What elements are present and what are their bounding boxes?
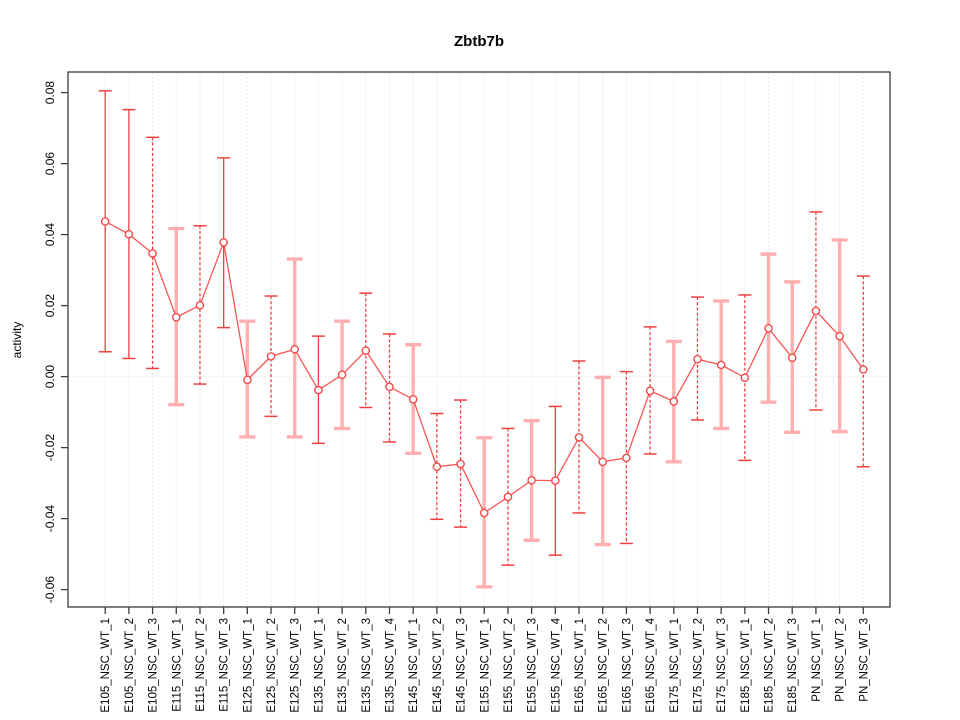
y-tick-label: 0.00 (43, 365, 57, 389)
x-tick-label: E135_NSC_WT_1 (313, 618, 325, 713)
y-tick-label: 0.02 (43, 294, 57, 318)
data-point-marker (290, 344, 300, 354)
data-point-marker (479, 508, 489, 518)
x-tick-label: E105_NSC_WT_3 (148, 618, 160, 713)
data-point-marker (574, 433, 584, 442)
x-tick-label: E175_NSC_WT_1 (669, 618, 681, 713)
data-point-marker (740, 373, 750, 382)
x-tick-label: PN_NSC_WT_2 (835, 618, 847, 702)
data-point-marker (148, 249, 157, 258)
data-point-marker (693, 354, 702, 364)
x-tick-label: PN_NSC_WT_3 (858, 618, 870, 702)
chart-area: 0.08 0.06 0.04 0.02 0.00 -0.02 -0.04 -0.06 E105_… (43, 71, 891, 713)
data-point-marker (314, 385, 323, 395)
x-tick-label: E155_NSC_WT_1 (479, 618, 491, 713)
data-point-marker (195, 300, 205, 310)
data-point-marker (859, 365, 868, 374)
data-point-marker (432, 462, 442, 472)
y-tick-label: -0.06 (43, 576, 57, 604)
x-tick-label: E155_NSC_WT_4 (550, 617, 562, 712)
y-axis-label: activity (10, 322, 24, 359)
x-tick-label: E135_NSC_WT_2 (337, 618, 349, 713)
x-tick-label: E155_NSC_WT_3 (527, 618, 539, 713)
data-point-marker (622, 453, 631, 463)
data-point-marker (337, 370, 347, 380)
data-point-marker (835, 331, 844, 341)
data-point-marker (243, 375, 252, 385)
x-tick-label: E155_NSC_WT_2 (503, 618, 515, 713)
data-point-marker (645, 386, 655, 396)
data-point-marker (100, 217, 110, 226)
data-point-marker (503, 492, 513, 502)
x-tick-label: E125_NSC_WT_3 (290, 618, 302, 713)
x-tick-label: E115_NSC_WT_2 (195, 618, 207, 712)
x-tick-label: E115_NSC_WT_1 (171, 618, 183, 712)
data-point-marker (811, 306, 821, 316)
x-tick-label: E135_NSC_WT_3 (361, 618, 373, 713)
data-point-marker (361, 346, 371, 355)
x-tick-label: E165_NSC_WT_2 (598, 618, 610, 713)
y-tick-label: 0.08 (43, 81, 57, 105)
x-tick-label: E105_NSC_WT_1 (100, 618, 112, 713)
data-point-marker (385, 382, 394, 392)
data-point-marker (408, 395, 418, 404)
x-tick-label: E105_NSC_WT_2 (124, 618, 136, 713)
x-tick-label: E165_NSC_WT_1 (574, 618, 586, 713)
data-point-marker (171, 313, 181, 322)
x-tick-label: E145_NSC_WT_3 (456, 618, 468, 713)
x-tick-label: E175_NSC_WT_2 (692, 618, 704, 713)
data-point-marker (764, 324, 773, 333)
chart-title: Zbtb7b (454, 33, 504, 50)
y-tick-label: -0.02 (43, 434, 57, 462)
data-point-marker (787, 353, 797, 363)
data-point-marker (219, 238, 228, 247)
y-tick-label: -0.04 (43, 505, 57, 533)
x-tick-label: E165_NSC_WT_4 (645, 617, 657, 712)
x-tick-label: E115_NSC_WT_3 (219, 618, 231, 712)
x-tick-label: E185_NSC_WT_3 (787, 618, 799, 713)
x-tick-label: E125_NSC_WT_2 (266, 618, 278, 713)
plot-border (67, 71, 891, 608)
x-tick-label: E165_NSC_WT_3 (621, 618, 633, 713)
x-tick-label: E125_NSC_WT_1 (242, 618, 254, 713)
data-point-marker (598, 457, 608, 467)
y-tick-label: 0.06 (43, 152, 57, 176)
data-point-marker (716, 360, 726, 370)
x-tick-label: E185_NSC_WT_1 (740, 618, 752, 713)
x-tick-label: E145_NSC_WT_2 (432, 618, 444, 713)
x-tick-label: E175_NSC_WT_3 (716, 618, 728, 713)
data-point-marker (527, 475, 536, 485)
x-tick-label: PN_NSC_WT_1 (811, 618, 823, 702)
data-point-marker (669, 397, 679, 406)
x-tick-label: E145_NSC_WT_1 (408, 618, 420, 713)
y-tick-label: 0.04 (43, 223, 57, 247)
data-point-marker (551, 476, 560, 485)
data-point-marker (266, 352, 276, 361)
x-tick-label: E185_NSC_WT_2 (764, 618, 776, 713)
data-point-marker (124, 229, 134, 239)
x-tick-label: E135_NSC_WT_4 (385, 617, 397, 712)
data-point-marker (456, 459, 465, 469)
